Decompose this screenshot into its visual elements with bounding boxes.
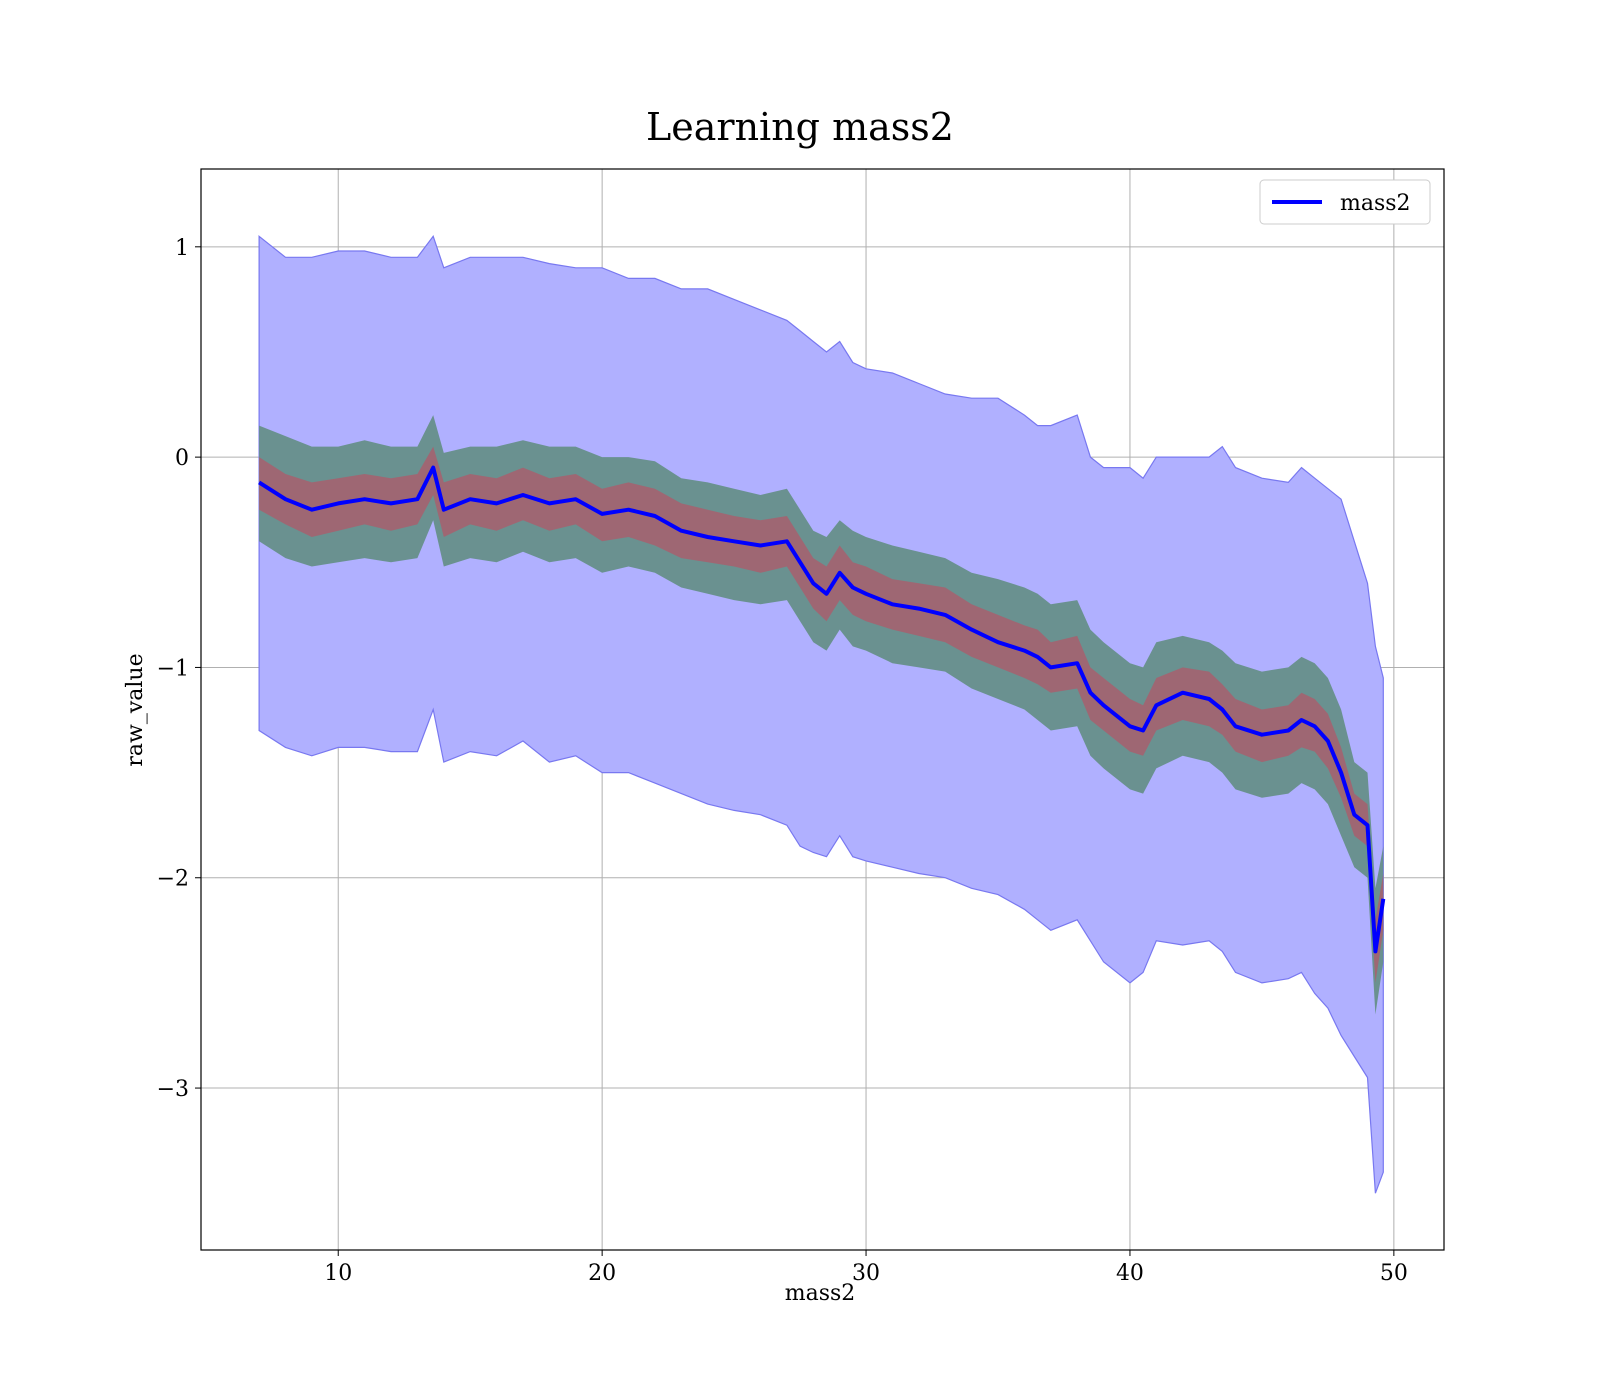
y-tick-label: 1: [175, 236, 189, 261]
legend-box: [1259, 179, 1431, 225]
x-tick-label: 10: [324, 1261, 352, 1286]
x-axis: 10 20 30 40 50: [324, 1250, 1408, 1286]
y-tick-label: −2: [157, 867, 189, 892]
legend-label: mass2: [1340, 191, 1411, 216]
y-tick-label: −1: [157, 656, 189, 681]
y-tick-label: −3: [157, 1077, 189, 1102]
x-tick-label: 30: [852, 1261, 880, 1286]
x-tick-label: 20: [588, 1261, 616, 1286]
chart-title: Learning mass2: [646, 105, 954, 149]
y-axis-label: raw_value: [123, 653, 148, 766]
x-tick-label: 50: [1380, 1261, 1408, 1286]
plot-area: [201, 169, 1444, 1250]
x-tick-label: 40: [1116, 1261, 1144, 1286]
x-axis-label: mass2: [785, 1281, 856, 1306]
y-tick-label: 0: [175, 446, 189, 471]
plot-frame: [200, 168, 1445, 1251]
legend: mass2: [1259, 179, 1431, 225]
series-line-mass2: [258, 465, 1386, 954]
y-axis: 1 0 −1 −2 −3: [157, 236, 201, 1102]
